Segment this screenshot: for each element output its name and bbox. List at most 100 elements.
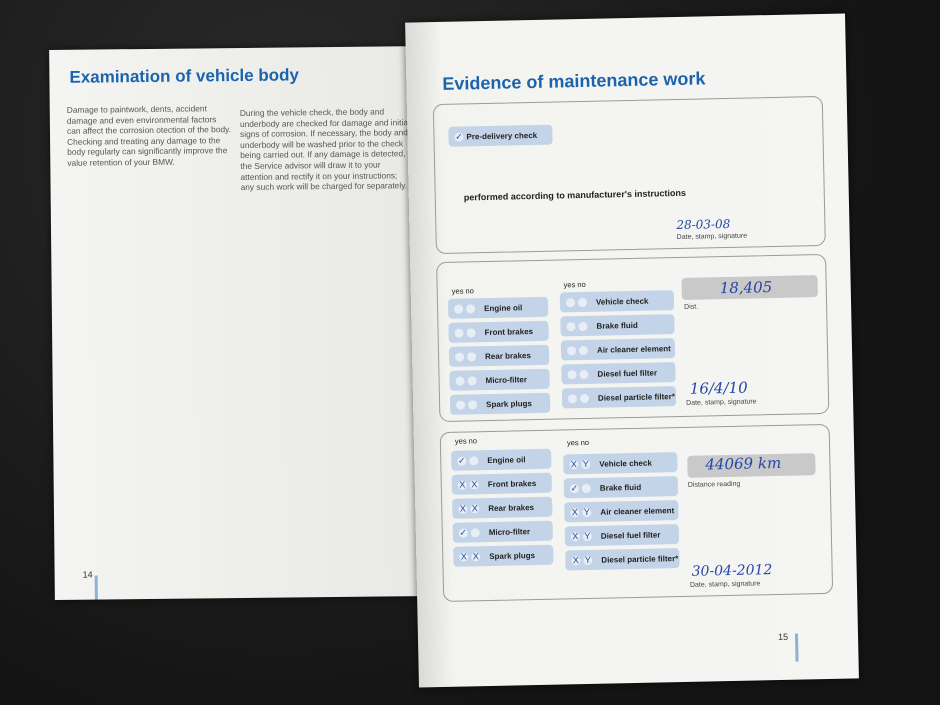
yes-circle[interactable]	[454, 328, 464, 338]
yes-circle[interactable]	[454, 352, 465, 362]
no-circle[interactable]: Y	[581, 458, 591, 469]
date-handwritten: 28-03-08	[676, 216, 731, 233]
no-circle[interactable]	[470, 527, 480, 537]
checklist-item: Vehicle check	[559, 290, 675, 313]
page-marker	[794, 633, 799, 662]
item-label: Engine oil	[487, 454, 526, 465]
no-circle[interactable]	[467, 399, 478, 409]
no-circle[interactable]: Y	[583, 554, 593, 565]
checklist-item: Diesel fuel filter	[561, 362, 676, 385]
no-circle[interactable]	[578, 321, 588, 331]
no-circle[interactable]	[579, 369, 589, 379]
date-label: Date, stamp, signature	[676, 232, 748, 242]
item-label: Micro-filter	[488, 526, 531, 537]
yes-circle[interactable]: X	[570, 506, 580, 517]
yes-circle[interactable]: X	[570, 530, 580, 541]
yes-circle[interactable]	[565, 297, 576, 307]
body-text-col2: During the vehicle check, the body and u…	[239, 106, 410, 193]
checklist-item: X X Rear brakes	[452, 496, 553, 519]
date-label: Date, stamp, signature	[689, 580, 761, 589]
item-label: Air cleaner element	[600, 505, 675, 517]
checklist-item: Engine oil	[447, 296, 549, 319]
page-number: 14	[82, 569, 93, 580]
item-label: Brake fluid	[596, 320, 638, 331]
yes-circle[interactable]: X	[459, 551, 469, 562]
checklist-item: X Y Vehicle check	[563, 452, 678, 475]
checklist-item: Micro-filter	[449, 368, 550, 391]
no-circle[interactable]: X	[471, 550, 481, 561]
item-label: Diesel particle filter*	[597, 391, 675, 403]
page-number: 15	[777, 631, 789, 643]
item-label: Rear brakes	[484, 350, 531, 361]
checklist-item: Brake fluid	[560, 314, 675, 337]
distance-handwritten: 18,405	[719, 278, 773, 298]
yes-circle[interactable]: X	[571, 554, 581, 565]
checklist-item: ✓ Micro-filter	[452, 520, 553, 543]
entry-service-3: yes no yes no ✓ Engine oil X X Front brakes X…	[439, 423, 834, 603]
yes-circle[interactable]: X	[458, 503, 468, 514]
entry-predelivery: ✓ Pre-delivery check performed according …	[432, 95, 826, 255]
no-circle[interactable]: X	[470, 502, 480, 513]
checklist-item: Diesel particle filter*	[561, 386, 677, 409]
body-text-col1: Damage to paintwork, dents, accident dam…	[66, 103, 232, 168]
no-circle[interactable]	[466, 351, 477, 361]
yes-circle[interactable]: ✓	[457, 455, 467, 466]
no-circle[interactable]	[577, 297, 588, 307]
yes-circle[interactable]	[453, 304, 464, 314]
predelivery-pill: ✓ Pre-delivery check	[448, 124, 553, 147]
yes-circle[interactable]	[456, 400, 466, 410]
left-page-title: Examination of vehicle body	[69, 65, 300, 87]
item-label: Diesel fuel filter	[597, 367, 658, 379]
yes-circle[interactable]: X	[569, 458, 579, 469]
item-label: Diesel particle filter*	[601, 553, 679, 565]
item-label: Rear brakes	[488, 502, 535, 513]
checklist-item: X Y Diesel fuel filter	[564, 524, 680, 547]
yes-circle[interactable]	[567, 393, 578, 403]
check-mark: ✓	[454, 130, 464, 142]
item-label: Vehicle check	[595, 296, 649, 307]
distance-label: Distance reading	[687, 480, 741, 489]
yes-circle[interactable]	[567, 369, 577, 379]
yes-circle[interactable]	[455, 376, 465, 386]
yes-circle[interactable]: X	[457, 479, 467, 490]
distance-handwritten: 44069 km	[705, 453, 782, 474]
no-circle[interactable]: X	[469, 478, 479, 489]
date-handwritten: 16/4/10	[689, 378, 748, 398]
item-label: Spark plugs	[485, 398, 532, 409]
item-label: Vehicle check	[599, 458, 652, 469]
yes-circle[interactable]	[566, 321, 576, 331]
no-circle[interactable]	[466, 327, 476, 337]
performed-text: performed according to manufacturer's in…	[463, 187, 687, 203]
left-page: Examination of vehicle body Damage to pa…	[49, 46, 435, 600]
no-circle[interactable]: Y	[582, 506, 592, 517]
no-circle[interactable]	[469, 455, 479, 465]
checklist-item: X X Spark plugs	[453, 544, 554, 567]
yes-no-header: yes no	[454, 436, 478, 446]
date-handwritten: 30-04-2012	[691, 562, 773, 580]
item-label: Engine oil	[483, 302, 523, 313]
yes-circle[interactable]: ✓	[569, 482, 579, 493]
no-circle[interactable]	[581, 483, 591, 493]
item-label: Pre-delivery check	[466, 130, 538, 141]
yes-no-header: yes no	[566, 437, 590, 448]
checklist-item: X Y Diesel particle filter*	[565, 548, 680, 571]
no-circle[interactable]	[467, 375, 477, 385]
checklist-item: ✓ Engine oil	[451, 448, 552, 471]
checklist-item: Front brakes	[448, 320, 549, 343]
page-marker	[94, 575, 98, 600]
date-label: Date, stamp, signature	[686, 398, 757, 407]
item-label: Front brakes	[487, 478, 537, 489]
entry-service-2: yes no yes no Engine oil Front brakes Rear…	[436, 253, 830, 423]
checklist-item: X X Front brakes	[451, 472, 552, 495]
no-circle[interactable]	[465, 303, 476, 313]
item-label: Brake fluid	[599, 482, 642, 493]
item-label: Front brakes	[484, 326, 534, 337]
checklist-item: X Y Air cleaner element	[564, 500, 679, 523]
yes-circle[interactable]: ✓	[458, 526, 468, 538]
no-circle[interactable]: Y	[582, 530, 592, 541]
no-circle[interactable]	[579, 393, 590, 403]
no-circle[interactable]	[578, 345, 589, 355]
yes-circle[interactable]	[566, 345, 577, 355]
checklist-item: Rear brakes	[448, 344, 550, 367]
right-page-title: Evidence of maintenance work	[442, 68, 706, 94]
